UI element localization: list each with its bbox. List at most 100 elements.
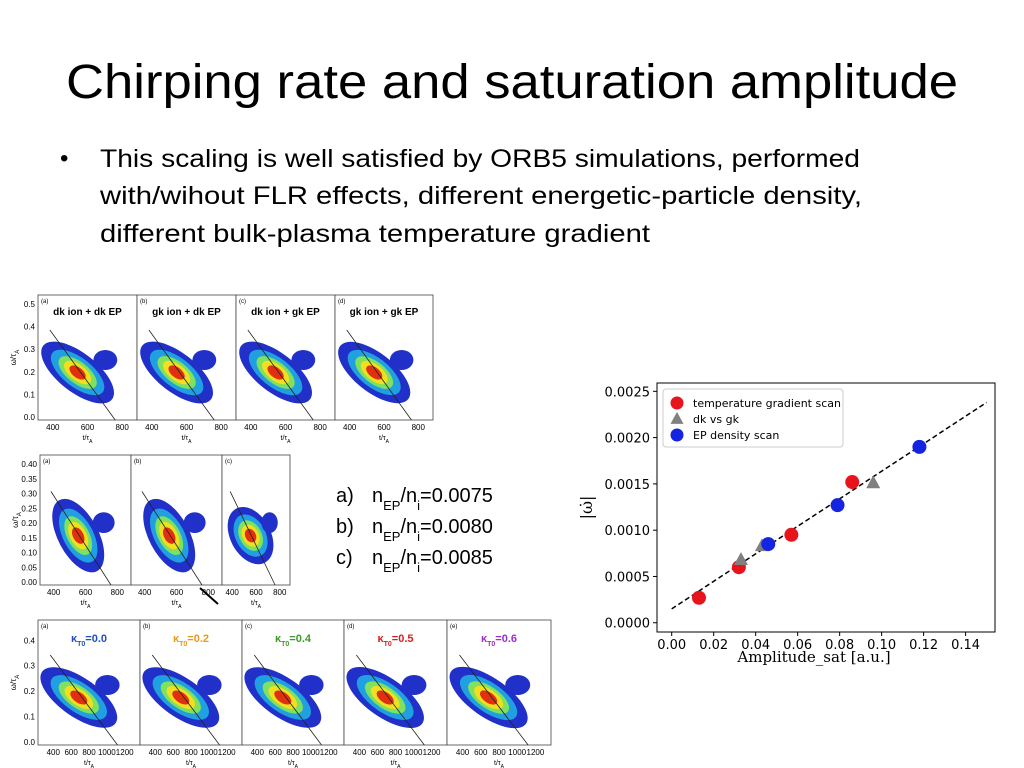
spectrogram-blob: [274, 690, 292, 705]
panel-letter: (c): [239, 299, 246, 305]
x-tick-label: 400: [149, 748, 163, 757]
spectrogram-blob: [95, 675, 120, 695]
list-sub: EP: [383, 498, 400, 513]
y-tick-label: 0.05: [21, 563, 37, 572]
x-tick-label: 600: [81, 423, 95, 432]
x-tick-label: 400: [145, 423, 159, 432]
fit-line: [49, 329, 116, 421]
panel-letter: (c): [225, 459, 232, 465]
y-tick-label: 0.25: [21, 504, 37, 513]
y-tick-label: 0.0: [24, 738, 36, 747]
x-tick-label: 1200: [320, 748, 338, 757]
panel-title: κT0=0.5: [377, 633, 413, 648]
spectrogram-blob: [192, 350, 217, 370]
x-axis-label: t/τA: [288, 760, 299, 768]
y-tick-label: 0.4: [24, 636, 36, 645]
y-tick-label: 0.1: [24, 713, 36, 722]
x-axis-label-sub: A: [188, 439, 192, 445]
x-tick-label: 1200: [116, 748, 134, 757]
list-n: n: [372, 485, 383, 507]
spectrogram-blob: [183, 512, 206, 533]
y-tick-label: 0.30: [21, 490, 37, 499]
spectrogram-blob: [261, 512, 278, 533]
x-tick-label: 600: [180, 423, 194, 432]
data-point: [784, 527, 799, 542]
x-tick-label: 400: [353, 748, 367, 757]
x-tick-label: 800: [184, 748, 198, 757]
panel-title: κT0=0.4: [275, 633, 312, 648]
panel-title-sub: T0: [384, 641, 392, 648]
x-axis-label-main: t/τ: [84, 760, 91, 767]
x-tick-label: 800: [273, 588, 287, 597]
x-tick-label: 800: [82, 748, 96, 757]
list-sub: i: [417, 498, 420, 513]
y-tick-label: 0.1: [24, 390, 36, 399]
x-axis-label: t/τA: [182, 435, 193, 445]
panel-letter: (b): [143, 624, 150, 630]
spectrogram-blob: [172, 690, 190, 705]
fit-line: [229, 491, 276, 586]
x-tick-label: 0.02: [699, 638, 728, 653]
x-axis-label-main: t/τ: [494, 760, 501, 767]
panel-title-sub: T0: [487, 641, 495, 648]
list-sub: EP: [383, 529, 400, 544]
x-tick-label: 0.04: [741, 638, 770, 653]
panel-letter: (a): [43, 459, 50, 465]
spectrogram-panel: (d) κT0=0.5 400 600 800 1000 1200 t/τA: [343, 619, 448, 768]
x-axis-label: t/τA: [81, 600, 92, 610]
panel-letter: (b): [140, 299, 147, 305]
list-value: =0.0085: [420, 547, 493, 569]
x-tick-label: 1200: [423, 748, 441, 757]
data-point: [761, 537, 776, 552]
plot-frame: [656, 382, 996, 633]
fit-line: [253, 654, 322, 746]
fit-line: [356, 654, 425, 746]
spectrogram-panel: (d) gk ion + gk EP 400 600 800 t/τA: [334, 294, 434, 445]
decoration: [199, 587, 219, 605]
spectrogram-panel: (c) κT0=0.4 400 600 800 1000 1200 t/τA: [241, 619, 345, 768]
spectrogram-blob: [479, 690, 498, 705]
x-tick-label: 400: [46, 423, 60, 432]
bullet-line: This scaling is well satisfied by ORB5 s…: [100, 145, 860, 173]
spectrogram-panel: (a) κT0=0.0 400 600 800 1000 1200 t/τA: [37, 619, 141, 768]
x-tick-label: 1000: [302, 748, 320, 757]
y-tick-label: 0.4: [24, 323, 36, 332]
x-axis-label: t/τA: [251, 600, 262, 610]
spectrogram-blob: [366, 365, 383, 380]
x-tick-label: 0.14: [951, 638, 980, 653]
fit-line: [151, 654, 220, 746]
panel-title: κT0=0.2: [173, 633, 209, 648]
panel-letter: (d): [347, 624, 354, 630]
spectrogram-blob: [197, 675, 222, 695]
spectrogram-figures: 0.00.10.20.30.40.5ω/τA(a)dk ion + dk EP4…: [9, 294, 552, 768]
spectrogram-panel: (a) dk ion + dk EP 400 600 800 t/τA: [37, 294, 138, 445]
x-tick-label: 600: [166, 748, 180, 757]
panel-letter: (b): [134, 459, 141, 465]
x-axis-label-sub: A: [287, 439, 291, 445]
list-n: /n: [400, 547, 417, 569]
y-tick-label: 0.0020: [605, 432, 651, 447]
panel-title-value: =0.4: [289, 633, 312, 645]
bullet-marker: •: [60, 145, 68, 172]
x-axis-label-sub: A: [87, 604, 91, 610]
x-tick-label: 600: [268, 748, 282, 757]
fit-line: [141, 491, 203, 586]
spectrogram-blob: [93, 350, 118, 370]
data-point: [845, 475, 860, 490]
x-axis-label-main: t/τ: [186, 760, 193, 767]
x-tick-label: 1000: [98, 748, 116, 757]
panel-letter: (d): [338, 299, 345, 305]
x-tick-label: 400: [47, 588, 61, 597]
list-n: n: [372, 516, 383, 538]
panel-letter: (a): [41, 299, 48, 305]
panel-title-kappa: κ: [275, 633, 282, 645]
x-axis-label-sub: A: [89, 439, 93, 445]
x-axis-label-sub: A: [178, 604, 182, 610]
x-tick-label: 0.08: [825, 638, 854, 653]
x-axis-label-sub: A: [193, 764, 197, 768]
y-axis-label-sub: A: [15, 350, 21, 354]
y-axis-label: ω/τA: [9, 675, 21, 691]
data-point: [733, 552, 748, 566]
fit-line: [671, 401, 988, 610]
